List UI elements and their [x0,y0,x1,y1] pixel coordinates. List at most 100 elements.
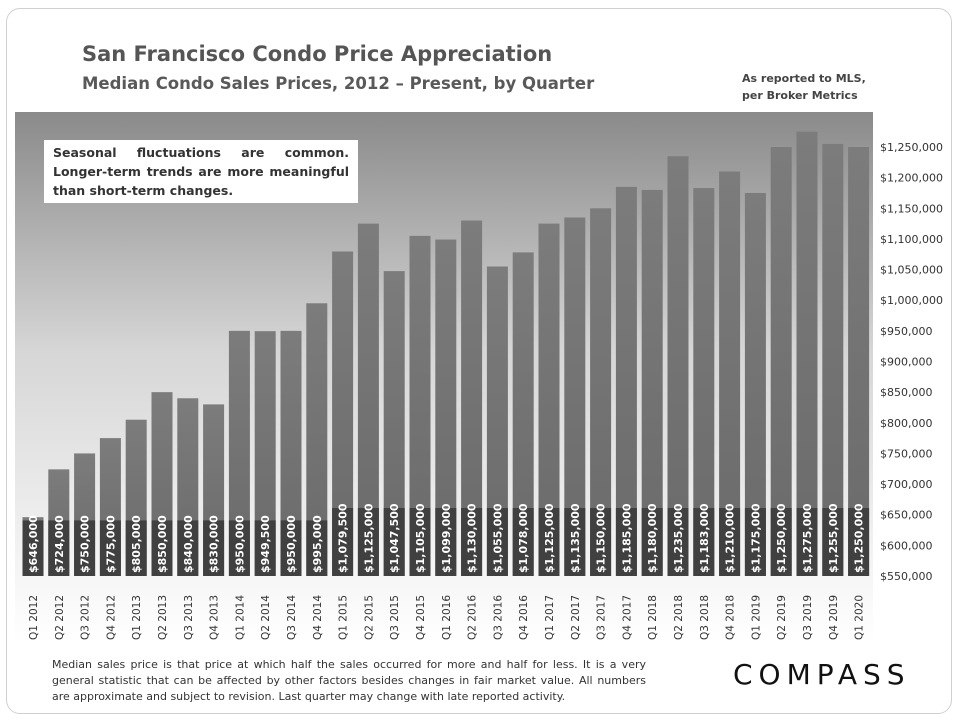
y-tick-label: $650,000 [880,509,933,522]
bar-label-background [306,520,328,576]
bar [383,271,405,576]
x-tick-label: Q2 2014 [260,595,272,640]
x-tick-label: Q2 2017 [570,595,582,640]
data-label: $1,130,000 [466,503,479,573]
y-tick-label: $900,000 [880,356,933,369]
x-tick-label: Q2 2013 [157,595,169,640]
bar [228,330,250,576]
x-tick-label: Q3 2018 [699,595,711,640]
bar [306,303,328,576]
bar-label-background [615,508,637,576]
data-label: $1,135,000 [569,503,582,573]
bar [615,186,637,577]
bar [590,208,612,577]
y-tick-label: $1,000,000 [880,294,943,307]
data-label: $1,235,000 [672,503,685,573]
x-tick-label: Q1 2019 [750,595,762,640]
x-tick-label: Q3 2012 [80,595,92,640]
x-tick-label: Q3 2014 [286,595,298,640]
bar-label-background [512,508,534,576]
y-tick-label: $1,150,000 [880,202,943,215]
data-label: $1,185,000 [620,503,633,573]
x-tick-label: Q2 2019 [776,595,788,640]
bar-label-background [848,508,870,576]
x-tick-label: Q3 2019 [802,595,814,640]
x-tick-label: Q2 2018 [673,595,685,640]
data-label: $1,275,000 [801,503,814,573]
data-label: $646,000 [27,515,40,573]
bar-label-background [228,520,250,576]
y-tick-label: $1,050,000 [880,264,943,277]
data-label: $830,000 [208,515,221,573]
x-tick-label: Q4 2013 [209,595,221,640]
bar-label-background [796,508,818,576]
bar [744,192,766,576]
x-tick-label: Q1 2017 [544,595,556,640]
annotation-note: Seasonal fluctuations are common. Longer… [44,140,358,203]
bar-label-background [383,508,405,576]
bar [770,147,792,576]
x-tick-label: Q3 2013 [183,595,195,640]
data-label: $1,150,000 [595,503,608,573]
bar-label-background [357,508,379,576]
data-label: $950,000 [233,515,246,573]
y-tick-label: $1,100,000 [880,233,943,246]
data-label: $1,125,000 [543,503,556,573]
data-label: $1,078,000 [517,503,530,573]
bar-label-background [151,520,173,576]
bar-label-background [48,520,70,576]
bar-label-background [822,508,844,576]
bar-label-background [667,508,689,576]
bar [435,239,457,576]
bar [512,252,534,576]
source-note: As reported to MLS, per Broker Metrics [742,70,866,104]
chart-subtitle: Median Condo Sales Prices, 2012 – Presen… [82,74,595,93]
bar [332,251,354,577]
bar [409,235,431,576]
y-tick-label: $600,000 [880,539,933,552]
bar-label-background [641,508,663,576]
x-tick-label: Q1 2012 [28,595,40,640]
data-label: $1,183,000 [698,503,711,573]
data-label: $1,255,000 [827,503,840,573]
bar-label-background [332,508,354,576]
bar-label-background [770,508,792,576]
bar [822,143,844,576]
x-tick-label: Q3 2015 [389,595,401,640]
x-tick-label: Q4 2012 [105,595,117,640]
bar-label-background [409,508,431,576]
data-label: $1,180,000 [646,503,659,573]
y-tick-label: $850,000 [880,386,933,399]
bar-label-background [744,508,766,576]
data-label: $775,000 [104,515,117,573]
data-label: $724,000 [53,515,66,573]
compass-logo: COMPASS [733,658,911,691]
bar [693,188,715,576]
data-label: $1,250,000 [853,503,866,573]
data-label: $1,125,000 [362,503,375,573]
data-label: $995,000 [311,515,324,573]
bar-label-background [177,520,199,576]
data-label: $1,210,000 [724,503,737,573]
x-tick-label: Q1 2014 [234,595,246,640]
bar-label-background [538,508,560,576]
bar-label-background [719,508,741,576]
y-tick-label: $950,000 [880,325,933,338]
y-tick-label: $800,000 [880,417,933,430]
bar-label-background [74,520,96,576]
x-tick-label: Q2 2015 [363,595,375,640]
bar [848,147,870,576]
x-tick-label: Q2 2012 [54,595,66,640]
bar [254,331,276,576]
bar-label-background [461,508,483,576]
bar [357,223,379,576]
x-tick-label: Q4 2016 [518,595,530,640]
bar-label-background [486,508,508,576]
bar [486,266,508,576]
chart-title: San Francisco Condo Price Appreciation [82,42,553,66]
data-label: $805,000 [130,515,143,573]
bar-label-background [254,520,276,576]
x-tick-label: Q3 2017 [596,595,608,640]
x-tick-label: Q2 2016 [467,595,479,640]
bar [280,330,302,576]
